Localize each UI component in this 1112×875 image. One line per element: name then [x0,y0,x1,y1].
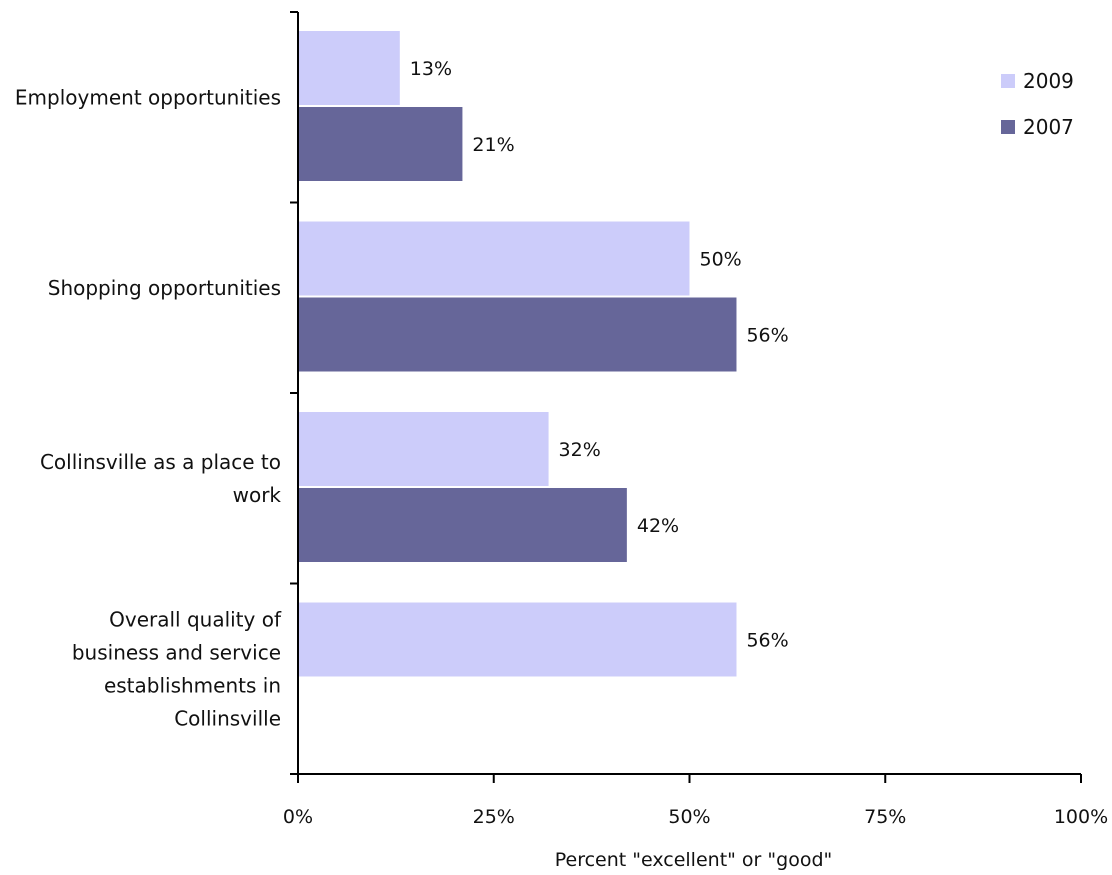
bar-2007-1 [298,107,463,181]
bar-2009-4 [298,602,737,677]
category-label: work [233,483,282,507]
bar-2009-1 [298,31,400,105]
x-axis-title: Percent "excellent" or "good" [555,849,833,871]
data-label-2009-1: 13% [410,58,452,80]
data-label-2009-2: 50% [700,249,742,271]
category-label: business and service [72,640,281,664]
data-label-2009-4: 56% [746,630,788,652]
data-label-2009-3: 32% [559,439,601,461]
legend-label-2007: 2007 [1023,115,1074,139]
bars-group [298,31,737,677]
data-label-2007-1: 21% [472,134,514,156]
x-tick-label: 50% [668,806,710,828]
category-label: Collinsville as a place to [40,450,281,474]
bar-2009-3 [298,412,549,486]
legend: 2009 2007 [1001,69,1074,139]
x-tick-label: 0% [283,806,313,828]
bar-2007-3 [298,488,627,562]
labels-group: 13% 50% 32% 56% 21% 56% 42% Employment opportun… [15,58,789,730]
category-label: establishments in [104,673,281,697]
category-label: Employment opportunities [15,85,281,109]
category-label: Overall quality of [109,607,282,631]
x-tick-label: 25% [473,806,515,828]
legend-label-2009: 2009 [1023,69,1074,93]
x-tick-label: 75% [864,806,906,828]
axes-group: 0% 25% 50% 75% 100% [283,11,1108,828]
legend-swatch-2009 [1001,74,1015,88]
bar-2009-2 [298,221,690,296]
category-label: Shopping opportunities [48,276,281,300]
category-label: Collinsville [174,706,281,730]
legend-swatch-2007 [1001,120,1015,134]
data-label-2007-3: 42% [637,515,679,537]
x-tick-label: 100% [1054,806,1108,828]
data-label-2007-2: 56% [746,325,788,347]
bar-2007-2 [298,297,737,372]
